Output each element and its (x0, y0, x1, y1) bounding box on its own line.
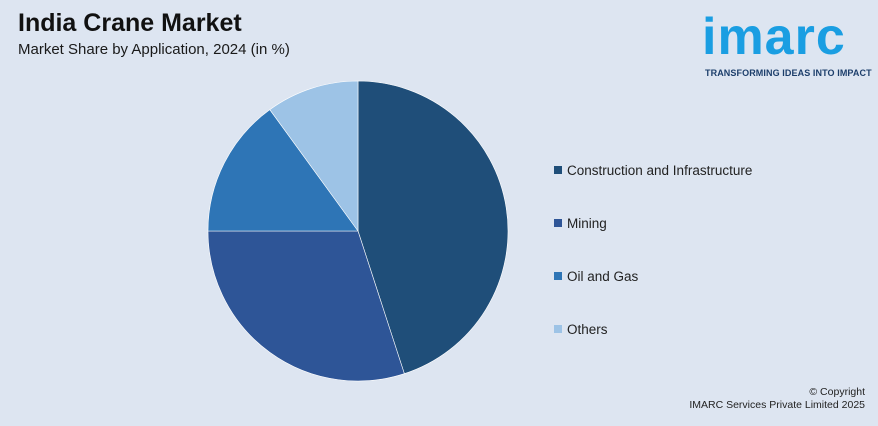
pie-slice-construction (357, 80, 509, 375)
legend-label-others: Others (567, 321, 608, 337)
imarc-logo: imarc TRANSFORMING IDEAS INTO IMPACT (698, 8, 876, 80)
legend-swatch-oil-and-gas (554, 272, 562, 280)
legend-swatch-others (554, 325, 562, 333)
legend-label-oil-and-gas: Oil and Gas (567, 268, 639, 284)
pie-slice-others (269, 80, 359, 232)
legend-swatch-mining (554, 219, 562, 227)
legend-item-others: Others (554, 319, 608, 339)
pie-slice-mining (207, 230, 405, 382)
logo-tagline: TRANSFORMING IDEAS INTO IMPACT (705, 68, 872, 78)
copyright-line-1: © Copyright (809, 386, 865, 398)
pie-slice-oil-and-gas (207, 109, 359, 232)
logo-wordmark: imarc (702, 8, 846, 66)
legend-item-oil-and-gas: Oil and Gas (554, 266, 638, 286)
chart-subtitle: Market Share by Application, 2024 (in %) (18, 41, 290, 58)
legend-item-construction: Construction and Infrastructure (554, 160, 752, 180)
copyright-line-2: IMARC Services Private Limited 2025 (689, 399, 865, 411)
legend-item-mining: Mining (554, 213, 607, 233)
copyright: © Copyright IMARC Services Private Limit… (689, 386, 865, 412)
legend-label-mining: Mining (567, 215, 607, 231)
chart-title: India Crane Market (18, 9, 242, 37)
legend-swatch-construction (554, 166, 562, 174)
legend-label-construction: Construction and Infrastructure (567, 162, 753, 178)
